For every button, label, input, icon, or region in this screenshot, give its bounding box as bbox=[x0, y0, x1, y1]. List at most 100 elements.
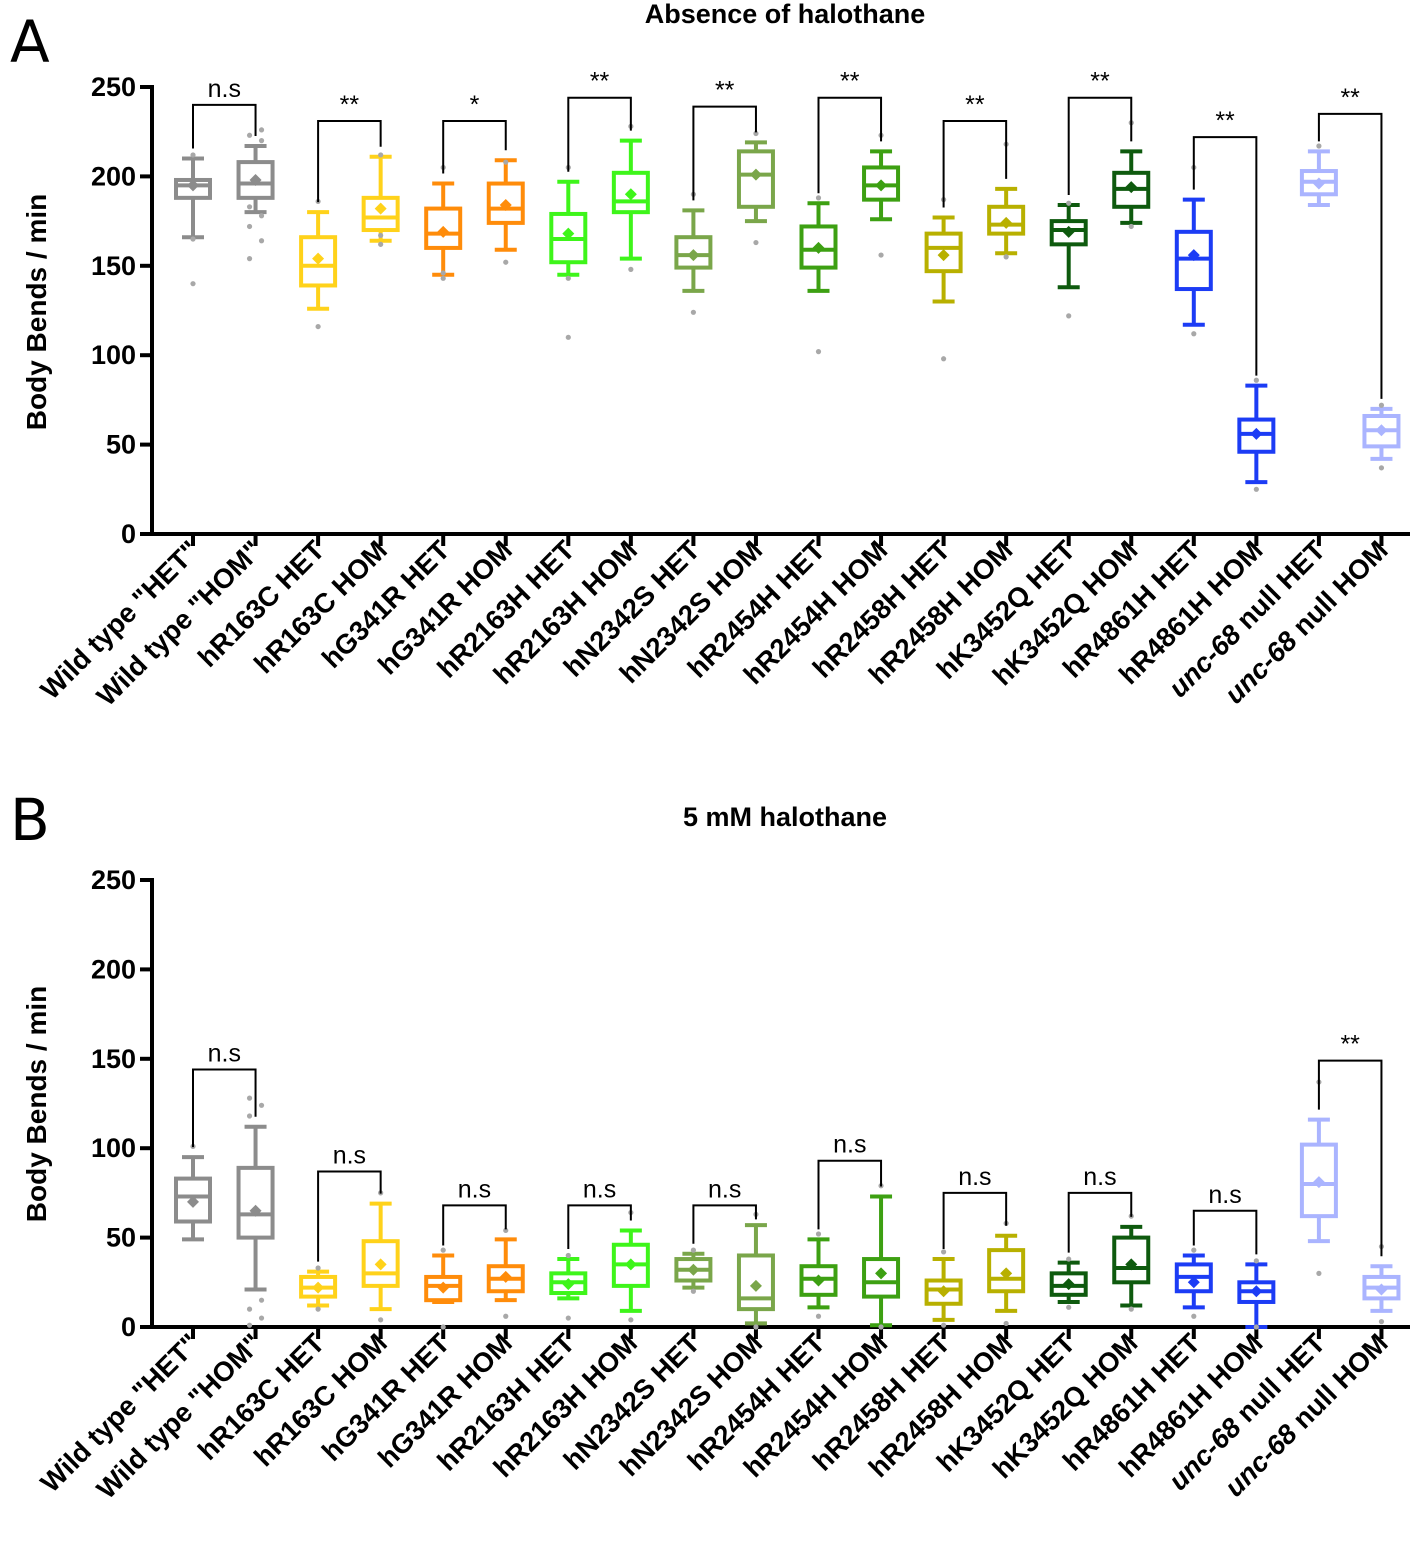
significance-label: n.s bbox=[1083, 1163, 1116, 1191]
y-tick-label: 250 bbox=[91, 72, 136, 102]
data-point bbox=[315, 1306, 321, 1312]
significance-bracket bbox=[817, 96, 883, 194]
data-point bbox=[246, 256, 253, 262]
significance-bracket bbox=[317, 119, 382, 203]
box-plot bbox=[674, 191, 713, 315]
panel-label-a: A bbox=[10, 8, 50, 76]
significance-label: n.s bbox=[458, 1175, 491, 1203]
chart-title-b: 5 mM halothane bbox=[683, 802, 887, 832]
significance-bracket bbox=[442, 119, 507, 174]
box-plot bbox=[549, 164, 588, 340]
significance-label: n.s bbox=[708, 1175, 741, 1203]
data-point bbox=[258, 138, 265, 144]
data-point bbox=[815, 1231, 822, 1237]
data-point bbox=[815, 349, 822, 355]
data-point bbox=[258, 238, 265, 244]
significance-label: n.s bbox=[333, 1141, 366, 1169]
data-point bbox=[815, 1313, 822, 1319]
significance-bracket bbox=[1317, 1059, 1383, 1257]
box-plot bbox=[799, 195, 838, 355]
data-point bbox=[503, 159, 509, 165]
data-point bbox=[246, 1322, 253, 1328]
significance-bracket bbox=[1317, 112, 1383, 399]
box-iqr bbox=[424, 206, 463, 250]
significance-bracket bbox=[442, 1204, 507, 1246]
significance-label: n.s bbox=[833, 1131, 866, 1159]
box-plot bbox=[1049, 1256, 1088, 1310]
significance-bracket bbox=[817, 1159, 883, 1230]
data-point bbox=[1066, 1304, 1072, 1310]
y-tick-label: 0 bbox=[121, 519, 136, 549]
data-point bbox=[878, 1324, 884, 1330]
data-point bbox=[1066, 1256, 1072, 1262]
panel-label-b: B bbox=[10, 786, 50, 854]
box-plot bbox=[424, 1247, 463, 1330]
data-point bbox=[1253, 377, 1259, 383]
data-point bbox=[941, 1322, 947, 1328]
significance-bracket bbox=[1192, 1209, 1258, 1255]
significance-label: ** bbox=[590, 68, 610, 96]
box-plot bbox=[174, 1143, 212, 1242]
box-plot bbox=[1299, 1079, 1338, 1276]
data-point bbox=[503, 1313, 509, 1319]
mean-marker bbox=[562, 1278, 575, 1291]
box-plot bbox=[924, 197, 963, 362]
box-plot bbox=[736, 130, 775, 246]
box-plot bbox=[862, 132, 901, 258]
significance-label: ** bbox=[965, 91, 985, 119]
data-point bbox=[878, 252, 884, 258]
mean-marker bbox=[187, 179, 199, 192]
data-point bbox=[565, 1252, 571, 1259]
significance-label: ** bbox=[340, 91, 360, 119]
data-point bbox=[1378, 465, 1385, 471]
data-point bbox=[378, 152, 384, 158]
mean-marker bbox=[937, 1285, 950, 1298]
significance-label: n.s bbox=[958, 1163, 991, 1191]
mean-marker bbox=[1250, 1285, 1263, 1298]
box-plot bbox=[1237, 377, 1276, 492]
significance-bracket bbox=[567, 96, 632, 172]
mean-marker bbox=[1312, 1176, 1325, 1189]
mean-marker bbox=[1000, 1267, 1013, 1280]
data-point bbox=[1253, 1324, 1259, 1330]
data-point bbox=[1003, 1320, 1009, 1327]
mean-marker bbox=[437, 225, 450, 238]
box-plot bbox=[736, 1211, 775, 1330]
data-point bbox=[628, 266, 634, 272]
data-point bbox=[246, 223, 253, 230]
data-point bbox=[1003, 254, 1009, 260]
mean-marker bbox=[1125, 1258, 1138, 1271]
significance-bracket bbox=[192, 1068, 257, 1148]
mean-marker bbox=[1187, 1276, 1200, 1289]
mean-marker bbox=[749, 168, 762, 181]
mean-marker bbox=[1062, 225, 1075, 238]
significance-label: ** bbox=[840, 68, 860, 96]
y-tick-label: 200 bbox=[91, 954, 136, 984]
data-point bbox=[1316, 143, 1322, 149]
data-point bbox=[1316, 1270, 1322, 1276]
box-plot bbox=[1299, 143, 1338, 208]
box-iqr bbox=[486, 181, 525, 225]
data-point bbox=[1128, 223, 1134, 230]
box-plot bbox=[611, 123, 650, 272]
mean-marker bbox=[1375, 424, 1388, 437]
significance-label: n.s bbox=[208, 75, 241, 103]
data-point bbox=[246, 1306, 253, 1312]
data-point bbox=[258, 1297, 265, 1303]
data-point bbox=[190, 281, 196, 287]
mean-marker bbox=[499, 199, 512, 212]
data-point bbox=[503, 1227, 509, 1234]
data-point bbox=[246, 132, 253, 138]
mean-marker bbox=[312, 252, 325, 265]
box-plot bbox=[1237, 1258, 1276, 1330]
significance-label: ** bbox=[1340, 1031, 1360, 1059]
data-point bbox=[815, 195, 822, 201]
mean-marker bbox=[749, 1279, 762, 1292]
box-plot bbox=[1174, 164, 1213, 337]
box-plot bbox=[361, 1190, 400, 1323]
mean-marker bbox=[812, 241, 825, 254]
chart-title-a: Absence of halothane bbox=[645, 0, 926, 29]
mean-marker bbox=[437, 1281, 450, 1294]
mean-marker bbox=[1312, 177, 1325, 190]
mean-marker bbox=[875, 179, 888, 192]
